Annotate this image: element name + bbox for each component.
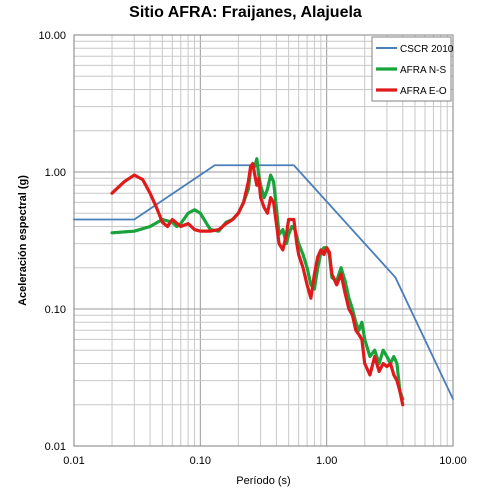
legend-entry-label: CSCR 2010 <box>400 44 454 55</box>
x-tick-label: 0.01 <box>63 455 84 467</box>
y-tick-label: 1.00 <box>45 167 66 179</box>
chart-title: Sitio AFRA: Fraijanes, Alajuela <box>129 4 362 21</box>
x-tick-label: 10.00 <box>439 455 467 467</box>
grid-layer <box>73 35 453 447</box>
series-layer <box>73 157 454 407</box>
x-axis-label: Período (s) <box>236 475 290 487</box>
y-axis-label: Aceleración espectral (g) <box>17 175 29 306</box>
legend-entry-label: AFRA E-O <box>400 86 447 97</box>
tick-labels: 0.01 0.10 1.00 10.00 10.00 1.00 0.10 0.01 <box>38 30 466 467</box>
y-tick-label: 0.01 <box>45 441 66 453</box>
series-line-3 <box>110 162 405 407</box>
plot-frame <box>73 34 454 447</box>
x-tick-label: 0.10 <box>190 455 211 467</box>
x-tick-label: 1.00 <box>316 455 337 467</box>
legend: CSCR 2010 AFRA N-S AFRA E-O <box>371 36 454 102</box>
y-tick-label: 0.10 <box>45 304 66 316</box>
legend-entry-label: AFRA N-S <box>400 65 446 76</box>
y-tick-label: 10.00 <box>38 30 66 42</box>
